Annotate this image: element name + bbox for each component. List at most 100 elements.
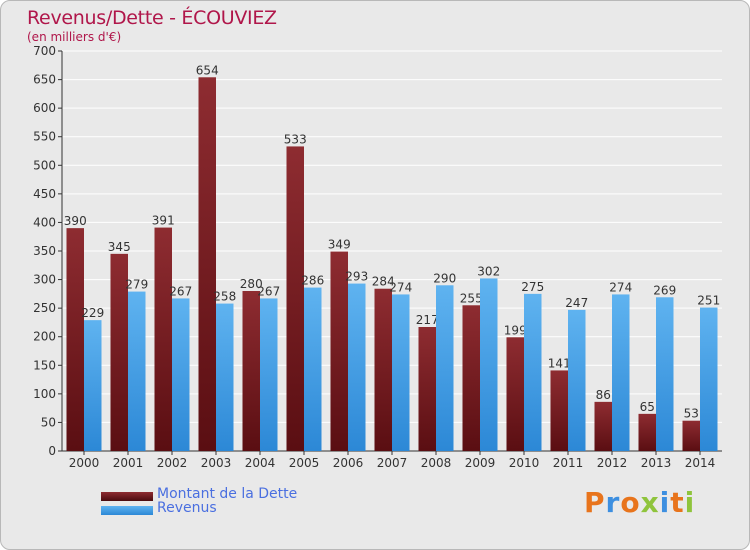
x-tick-label: 2000 bbox=[69, 456, 100, 470]
data-label-revenus: 279 bbox=[125, 278, 148, 292]
bar-revenus bbox=[216, 303, 234, 451]
data-label-revenus: 251 bbox=[697, 294, 720, 308]
y-tick-label: 500 bbox=[33, 158, 56, 172]
bar-revenus bbox=[128, 291, 146, 451]
data-label-dette: 390 bbox=[64, 214, 87, 228]
y-tick-label: 0 bbox=[48, 444, 56, 458]
bar-dette bbox=[286, 146, 304, 451]
data-label-dette: 86 bbox=[596, 388, 611, 402]
chart-title: Revenus/Dette - ÉCOUVIEZ bbox=[27, 7, 277, 29]
x-tick-label: 2013 bbox=[641, 456, 672, 470]
bar-revenus bbox=[524, 293, 542, 451]
data-label-dette: 65 bbox=[640, 400, 655, 414]
logo-letter: i bbox=[684, 486, 696, 519]
y-tick-label: 50 bbox=[41, 415, 56, 429]
data-label-revenus: 293 bbox=[345, 270, 368, 284]
data-label-dette: 654 bbox=[196, 63, 219, 77]
data-label-dette: 533 bbox=[284, 132, 307, 146]
chart-subtitle: (en milliers d'€) bbox=[27, 30, 122, 44]
bar-revenus bbox=[304, 287, 322, 451]
data-label-revenus: 290 bbox=[433, 271, 456, 285]
x-tick-label: 2004 bbox=[245, 456, 276, 470]
logo-letter: o bbox=[620, 486, 641, 519]
bar-revenus bbox=[700, 307, 718, 451]
proxiti-logo: Proxiti bbox=[584, 486, 695, 519]
x-tick-label: 2002 bbox=[157, 456, 188, 470]
data-label-revenus: 229 bbox=[81, 306, 104, 320]
data-label-dette: 255 bbox=[460, 291, 483, 305]
bar-revenus bbox=[480, 278, 498, 451]
y-tick-label: 300 bbox=[33, 273, 56, 287]
data-label-dette: 284 bbox=[372, 275, 395, 289]
data-label-dette: 53 bbox=[684, 407, 699, 421]
bar-revenus bbox=[656, 297, 674, 451]
legend-label-revenus: Revenus bbox=[157, 500, 217, 516]
bar-dette bbox=[198, 77, 216, 452]
x-tick-label: 2008 bbox=[421, 456, 452, 470]
logo-letter: t bbox=[670, 486, 685, 519]
y-tick-label: 250 bbox=[33, 301, 56, 315]
data-label-revenus: 267 bbox=[257, 284, 280, 298]
bar-dette bbox=[330, 251, 348, 451]
legend-swatch-revenus bbox=[101, 506, 153, 515]
bar-dette bbox=[110, 253, 128, 451]
legend-swatch-dette bbox=[101, 492, 153, 501]
y-tick-label: 450 bbox=[33, 187, 56, 201]
y-tick-label: 700 bbox=[33, 44, 56, 58]
x-tick-label: 2012 bbox=[597, 456, 628, 470]
x-tick-label: 2005 bbox=[289, 456, 320, 470]
y-tick-label: 200 bbox=[33, 330, 56, 344]
data-label-dette: 199 bbox=[504, 323, 527, 337]
logo-letter: P bbox=[584, 486, 606, 519]
x-tick-label: 2007 bbox=[377, 456, 408, 470]
bar-dette bbox=[242, 291, 260, 451]
data-label-revenus: 247 bbox=[565, 296, 588, 310]
data-label-dette: 280 bbox=[240, 277, 263, 291]
data-label-dette: 345 bbox=[108, 240, 131, 254]
bar-revenus bbox=[84, 320, 102, 451]
bar-dette bbox=[550, 370, 568, 451]
data-label-dette: 349 bbox=[328, 238, 351, 252]
bar-revenus bbox=[348, 283, 366, 451]
bar-revenus bbox=[436, 285, 454, 451]
data-label-dette: 217 bbox=[416, 313, 439, 327]
bar-dette bbox=[638, 413, 656, 451]
bar-dette bbox=[594, 401, 612, 451]
data-label-revenus: 267 bbox=[169, 284, 192, 298]
data-label-revenus: 274 bbox=[609, 280, 632, 294]
bar-revenus bbox=[612, 294, 630, 451]
bar-dette bbox=[682, 420, 700, 451]
logo-letter: r bbox=[605, 486, 621, 519]
bar-dette bbox=[506, 337, 524, 451]
y-tick-label: 150 bbox=[33, 358, 56, 372]
data-label-revenus: 258 bbox=[213, 290, 236, 304]
y-tick-label: 350 bbox=[33, 244, 56, 258]
y-tick-label: 600 bbox=[33, 101, 56, 115]
bar-dette bbox=[462, 305, 480, 451]
bar-revenus bbox=[172, 298, 190, 451]
y-tick-label: 550 bbox=[33, 130, 56, 144]
x-tick-label: 2009 bbox=[465, 456, 496, 470]
bar-revenus bbox=[260, 298, 278, 451]
bar-revenus bbox=[392, 294, 410, 451]
data-label-dette: 391 bbox=[152, 214, 175, 228]
data-label-revenus: 275 bbox=[521, 280, 544, 294]
bar-dette bbox=[374, 288, 392, 451]
y-tick-label: 650 bbox=[33, 73, 56, 87]
x-tick-label: 2001 bbox=[113, 456, 144, 470]
x-tick-label: 2010 bbox=[509, 456, 540, 470]
x-tick-label: 2014 bbox=[685, 456, 716, 470]
x-tick-label: 2011 bbox=[553, 456, 584, 470]
logo-letter: x bbox=[640, 486, 660, 519]
data-label-revenus: 302 bbox=[477, 264, 500, 278]
data-label-revenus: 274 bbox=[389, 280, 412, 294]
data-label-revenus: 269 bbox=[653, 283, 676, 297]
bar-revenus bbox=[568, 309, 586, 451]
logo-letter: i bbox=[659, 486, 671, 519]
bar-dette bbox=[66, 228, 84, 451]
x-tick-label: 2006 bbox=[333, 456, 364, 470]
legend-label-dette: Montant de la Dette bbox=[157, 486, 298, 502]
bar-dette bbox=[418, 327, 436, 451]
